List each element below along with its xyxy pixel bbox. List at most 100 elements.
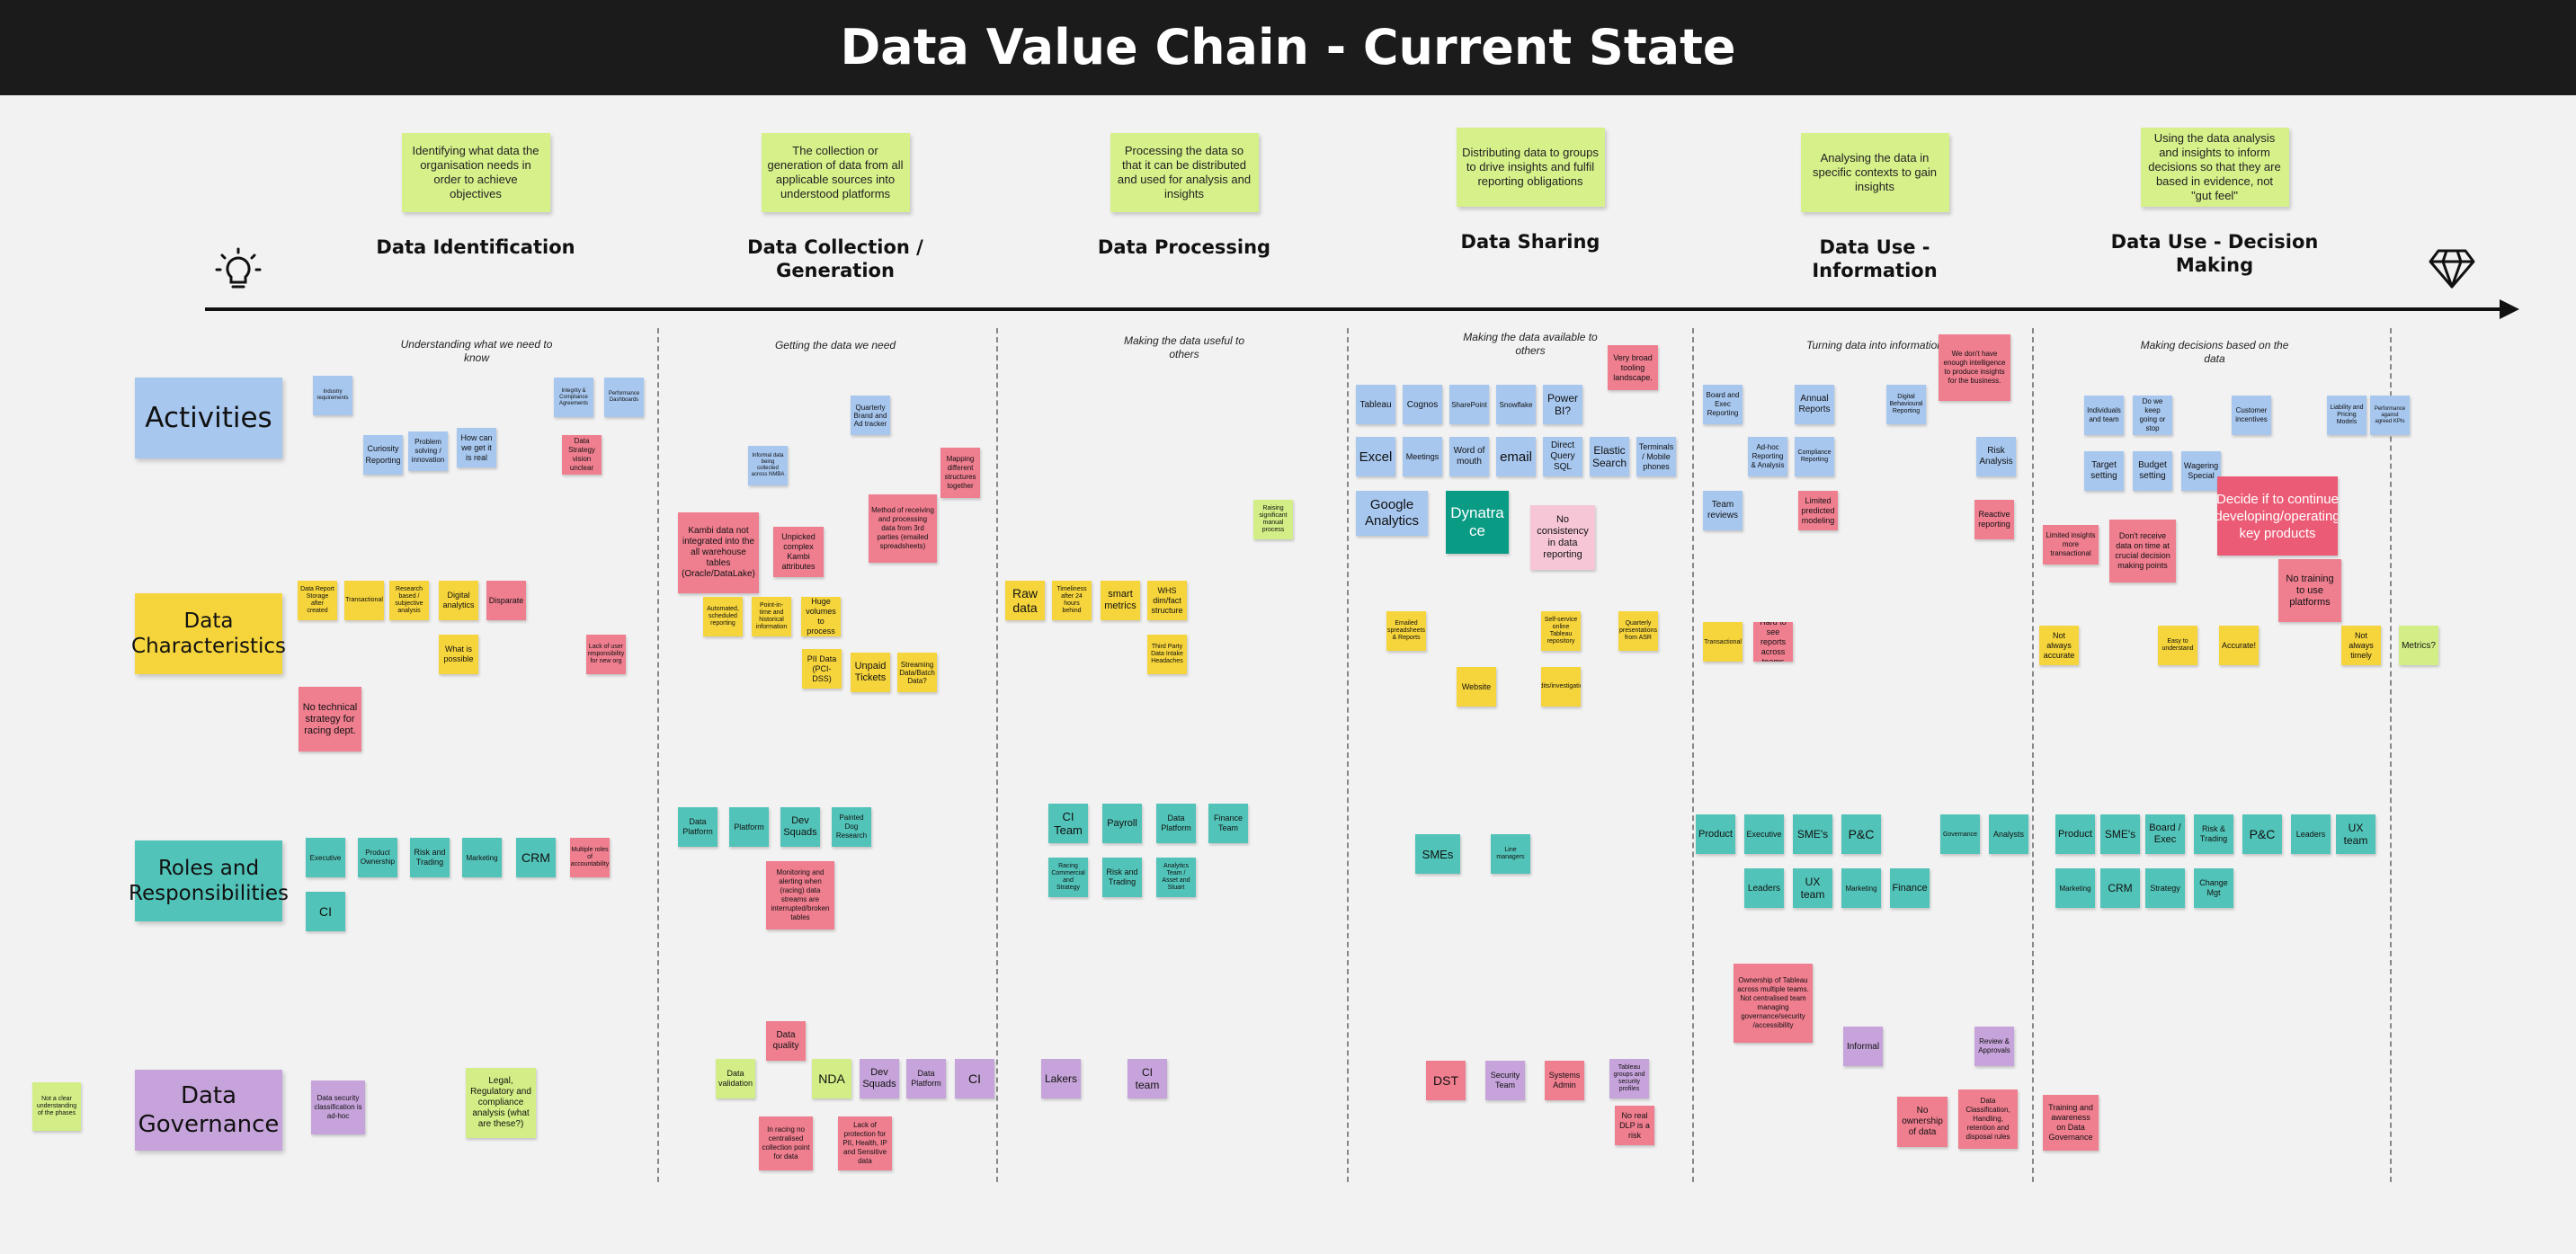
sticky-note: Limited predicted modeling — [1798, 491, 1838, 530]
sticky-note: Accurate! — [2219, 626, 2259, 665]
sticky-note: Monitoring and alerting when (racing) da… — [766, 861, 834, 929]
sticky-note: Payroll — [1102, 804, 1142, 843]
sticky-note: Unpicked complex Kambi attributes — [773, 527, 824, 577]
sticky-note: Marketing — [462, 838, 502, 877]
sticky-note: Painted Dog Research — [832, 807, 871, 847]
sticky-note: Limited insights more transactional — [2043, 525, 2099, 565]
phase-title: Data Identification — [376, 236, 575, 258]
sticky-note: Huge volumes to process — [801, 597, 841, 636]
sticky-note: Disparate — [486, 581, 526, 620]
sticky-note: Method of receiving and processing data … — [869, 494, 937, 563]
sticky-note: P&C — [2242, 814, 2282, 854]
sticky-note: SME's — [1793, 814, 1832, 854]
sticky-note: Wagering Special — [2181, 451, 2221, 491]
sticky-note: Very broad tooling landscape. — [1608, 345, 1658, 390]
sticky-note: Analysts — [1989, 814, 2028, 854]
sticky-note: Snowflake — [1496, 385, 1536, 424]
sticky-note: Mapping different structures together — [940, 448, 980, 498]
sticky-note: Training and awareness on Data Governanc… — [2043, 1095, 2099, 1151]
sticky-note: Google Analytics — [1356, 491, 1428, 536]
sticky-note: P&C — [1841, 814, 1881, 854]
sticky-note: Audits/investigations — [1541, 667, 1581, 707]
column-divider — [1692, 328, 1694, 1182]
sticky-note: Integrity & Compliance Agreements — [554, 378, 593, 417]
phase-description: Processing the data so that it can be di… — [1110, 133, 1259, 212]
phase-subtitle: Making the data available to others — [1463, 331, 1598, 357]
phase-description: Using the data analysis and insights to … — [2140, 128, 2289, 207]
page-title: Data Value Chain - Current State — [840, 19, 1736, 76]
sticky-note: What is possible — [439, 635, 478, 674]
sticky-note: No real DLP is a risk — [1615, 1106, 1654, 1145]
sticky-note: Industry requirements — [313, 376, 352, 415]
sticky-note: Lack of protection for PII, Health, IP a… — [838, 1116, 892, 1170]
sticky-note: Dev Squads — [860, 1059, 899, 1098]
sticky-note: smart metrics — [1101, 581, 1140, 620]
sticky-note: PII Data (PCI-DSS) — [802, 649, 842, 689]
sticky-note: Risk Analysis — [1976, 437, 2016, 476]
sticky-note: Data Classification, Handling, retention… — [1958, 1089, 2018, 1149]
sticky-note: Team reviews — [1703, 491, 1743, 530]
sticky-note: Leaders — [2291, 814, 2331, 854]
sticky-note: Data Platform — [906, 1059, 946, 1098]
sticky-note: Do we keep going or stop — [2133, 396, 2172, 435]
phase-description: Distributing data to groups to drive ins… — [1456, 128, 1605, 207]
sticky-note: Easy to understand — [2158, 626, 2197, 665]
sticky-note: Executive — [306, 838, 345, 877]
sticky-note: Digital analytics — [439, 581, 478, 620]
timeline-arrowhead — [2500, 299, 2519, 319]
sticky-note: Third Party Data Intake Headaches — [1147, 635, 1187, 674]
sticky-note: Performance against agreed KPIs — [2370, 396, 2410, 435]
sticky-note: Data validation — [716, 1059, 755, 1098]
sticky-note: Legal, Regulatory and compliance analysi… — [466, 1068, 536, 1138]
sticky-note: Product — [1696, 814, 1735, 854]
phase-use-decision: Using the data analysis and insights to … — [2098, 128, 2331, 277]
sticky-note: How can we get it is real — [457, 428, 496, 467]
sticky-note: Automated, scheduled reporting — [703, 597, 743, 636]
sticky-note: Systems Admin — [1545, 1061, 1584, 1100]
phase-subtitle: Turning data into information — [1806, 339, 1943, 351]
sticky-note: Quarterly presentations from ASR — [1618, 611, 1658, 651]
sticky-note: Excel — [1356, 437, 1395, 476]
sticky-note: CI team — [1128, 1059, 1167, 1098]
sticky-note: Quarterly Brand and Ad tracker — [851, 396, 890, 435]
phase-subtitle: Understanding what we need to know — [400, 338, 553, 364]
sticky-note: CI — [306, 892, 345, 931]
sticky-note: Raising significant manual process — [1253, 500, 1293, 539]
header-bar: Data Value Chain - Current State — [0, 0, 2576, 95]
sticky-note: SharePoint — [1449, 385, 1489, 424]
sticky-note: Elastic Search — [1590, 437, 1629, 476]
phase-title: Data Processing — [1097, 236, 1271, 258]
sticky-note: Ad-hoc Reporting & Analysis — [1748, 437, 1787, 476]
phase-description: Analysing the data in specific contexts … — [1800, 133, 1949, 212]
sticky-note: SMEs — [1415, 834, 1460, 874]
sticky-note: SME's — [2100, 814, 2140, 854]
sticky-note: Finance — [1890, 868, 1930, 908]
sticky-note: CI Team — [1048, 804, 1088, 843]
sticky-note: Meetings — [1403, 437, 1442, 476]
sticky-note: Problem solving / innovation — [408, 431, 448, 471]
sticky-note: Transactional — [344, 581, 384, 620]
sticky-note: email — [1496, 437, 1536, 476]
row-label-roles: Roles and Responsibilities — [129, 840, 289, 921]
sticky-note: Reactive reporting — [1974, 500, 2014, 539]
sticky-note: Executive — [1744, 814, 1784, 854]
sticky-note: Individuals and team — [2084, 396, 2124, 435]
sticky-note: Strategy — [2145, 868, 2185, 908]
sticky-note: In racing no centralised collection poin… — [759, 1116, 813, 1170]
phase-title: Data Collection / Generation — [747, 236, 923, 281]
sticky-note: Multiple roles of accountability — [570, 838, 610, 877]
sticky-note: Decide if to continue developing/operati… — [2217, 476, 2338, 556]
sticky-note: Kambi data not integrated into the all w… — [678, 512, 759, 593]
sticky-note: Website — [1457, 667, 1496, 707]
sticky-note: Hard to see reports across teams — [1753, 622, 1793, 662]
row-label-activities: Activities — [135, 378, 282, 458]
sticky-note: WHS dim/fact structure — [1147, 581, 1187, 620]
column-divider — [657, 328, 659, 1182]
sticky-note: Power BI? — [1543, 385, 1582, 424]
sticky-note: Analytics Team / Asset and Stuart — [1156, 858, 1196, 897]
sticky-note: Platform — [729, 807, 769, 847]
sticky-note: Word of mouth — [1449, 437, 1489, 476]
sticky-note: Data Platform — [678, 807, 718, 847]
phase-title: Data Use - Information — [1812, 236, 1938, 281]
timeline-axis — [205, 307, 2507, 311]
